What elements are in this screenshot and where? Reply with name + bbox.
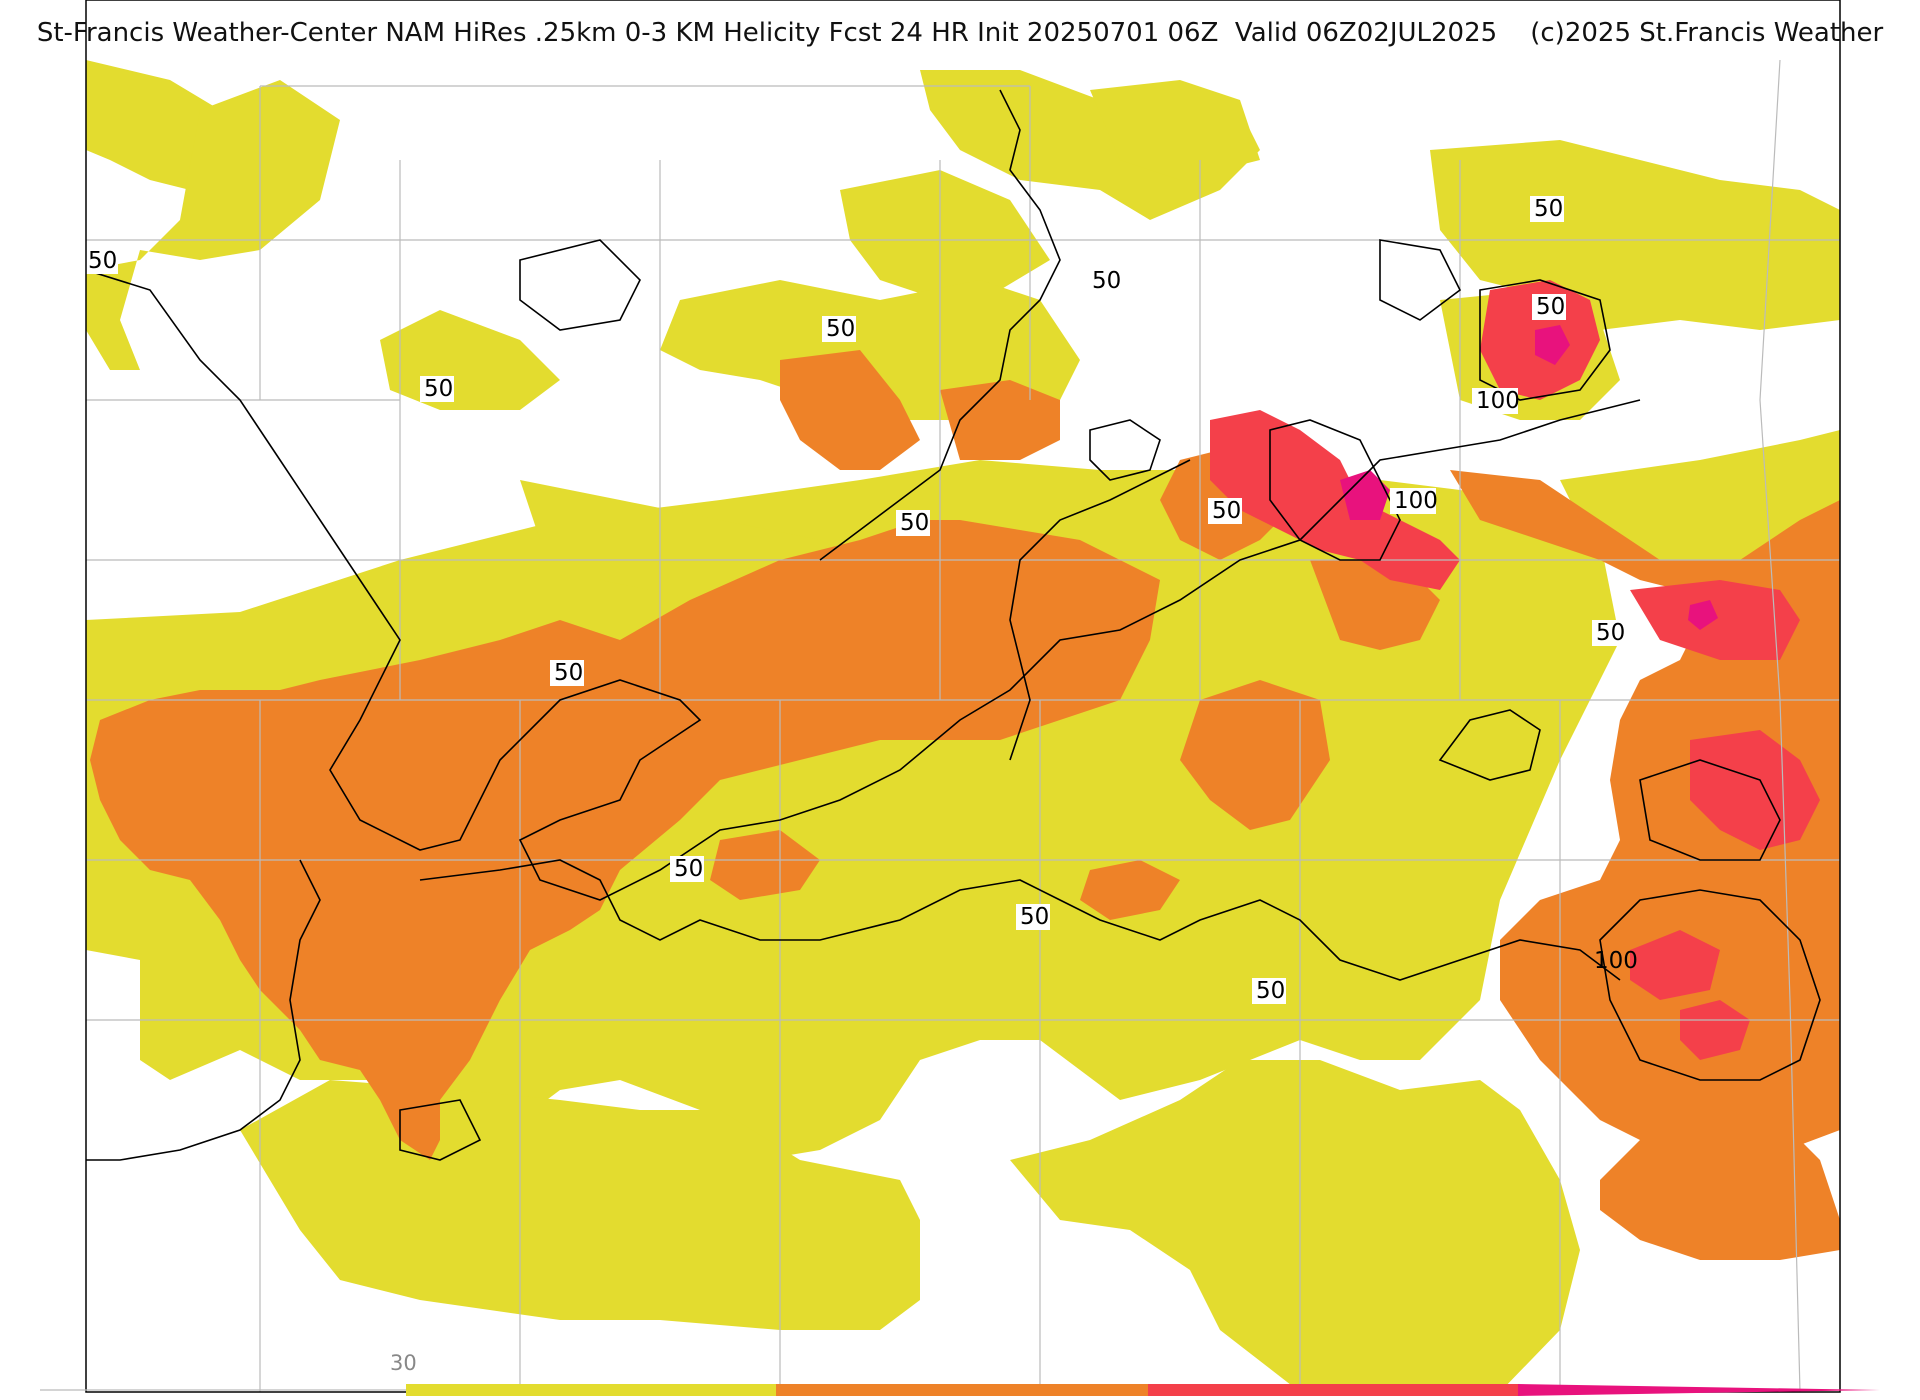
contour-label: 50 <box>1092 268 1121 294</box>
contour-label: 50 <box>424 376 453 402</box>
contour-label: 50 <box>1534 196 1563 222</box>
colorbar: 30 <box>40 1351 1880 1396</box>
contour-label: 50 <box>1536 294 1565 320</box>
contour-label: 100 <box>1594 948 1638 974</box>
contour-labels: 50 50 50 50 50 50 100 50 50 100 50 50 50… <box>84 196 1638 1004</box>
colorbar-tick-label: 30 <box>390 1351 417 1375</box>
map-title: St-Francis Weather-Center NAM HiRes .25k… <box>36 18 1884 48</box>
helicity-band-100 <box>1210 280 1820 1060</box>
helicity-band-150 <box>1340 325 1718 630</box>
contour-label: 50 <box>554 660 583 686</box>
contour-label: 50 <box>826 316 855 342</box>
contour-label: 50 <box>1020 904 1049 930</box>
contour-label: 100 <box>1476 388 1520 414</box>
helicity-contours <box>86 89 1821 1161</box>
contour-label: 50 <box>1212 498 1241 524</box>
contour-label: 50 <box>1256 978 1285 1004</box>
state-borders <box>86 59 1840 1392</box>
contour-label: 50 <box>88 248 117 274</box>
contour-label: 50 <box>1596 620 1625 646</box>
colorbar-bin-100 <box>1148 1384 1518 1396</box>
colorbar-bin-150 <box>1518 1384 1880 1396</box>
colorbar-bin-50 <box>776 1384 1148 1396</box>
colorbar-bin-30 <box>406 1384 776 1396</box>
contour-label: 100 <box>1394 488 1438 514</box>
contour-label: 50 <box>674 856 703 882</box>
contour-label: 50 <box>900 510 929 536</box>
